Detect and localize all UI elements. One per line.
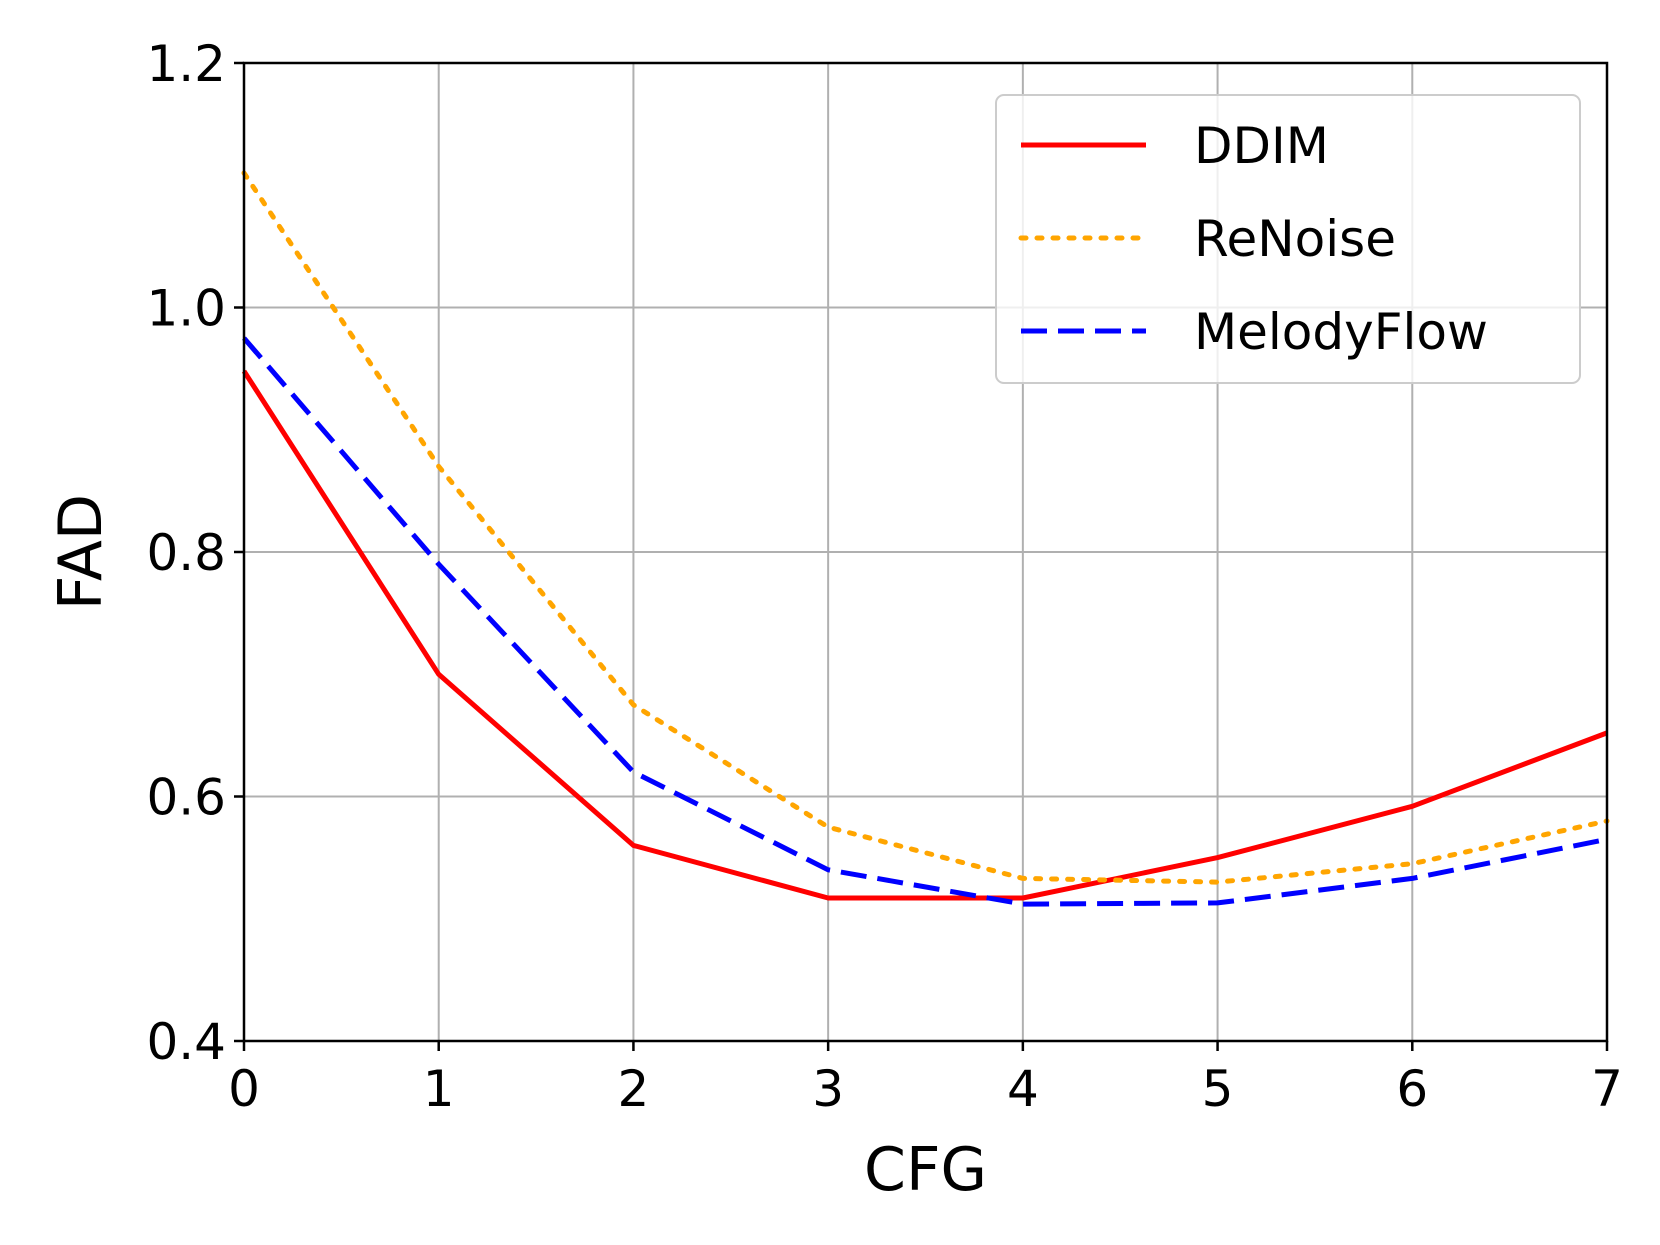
legend-box (995, 94, 1581, 384)
y-tick-label: 0.8 (146, 524, 226, 582)
legend-label-renoise: ReNoise (1194, 210, 1396, 268)
y-tick-label: 1.0 (146, 280, 226, 338)
series-lines (241, 170, 1610, 907)
y-tick-label: 1.2 (146, 35, 226, 93)
x-tick-label: 0 (228, 1060, 260, 1118)
y-tick-label: 0.4 (146, 1013, 226, 1071)
x-tick-label: 7 (1591, 1060, 1623, 1118)
y-tick-label: 0.6 (146, 769, 226, 827)
x-tick-label: 4 (1007, 1060, 1039, 1118)
x-tick-label: 1 (423, 1060, 455, 1118)
x-axis-label: CFG (864, 1135, 987, 1205)
legend-label-melodyflow: MelodyFlow (1194, 303, 1488, 361)
series-line-ddim (241, 369, 1608, 901)
axis-ticks: 0 1 2 3 4 5 6 7 0.4 0.6 0.8 1.0 1.2 (146, 35, 1622, 1118)
series-line-melodyflow (242, 336, 1608, 907)
x-tick-label: 3 (812, 1060, 844, 1118)
x-tick-label: 5 (1202, 1060, 1234, 1118)
legend-label-ddim: DDIM (1194, 117, 1329, 175)
x-tick-label: 2 (618, 1060, 650, 1118)
x-tick-label: 6 (1396, 1060, 1428, 1118)
y-axis-label: FAD (46, 494, 116, 610)
series-line-renoise (241, 170, 1610, 885)
legend: DDIM ReNoise MelodyFlow (995, 94, 1581, 384)
